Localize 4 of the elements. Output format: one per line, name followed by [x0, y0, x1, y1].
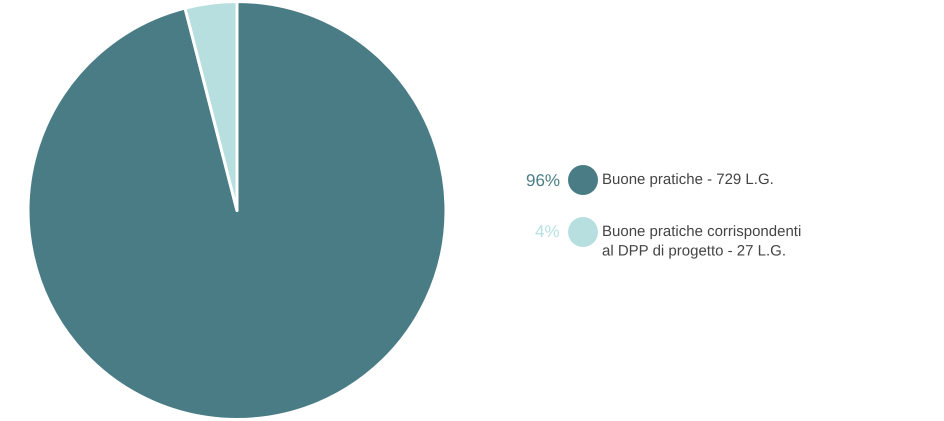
legend-label: Buone pratiche - 729 L.G.: [602, 171, 774, 188]
data-label: 4%: [535, 222, 560, 241]
data-label: 96%: [526, 171, 560, 190]
legend-label: Buone pratiche corrispondenti al DPP di progetto - 27 L.G.: [602, 223, 802, 260]
